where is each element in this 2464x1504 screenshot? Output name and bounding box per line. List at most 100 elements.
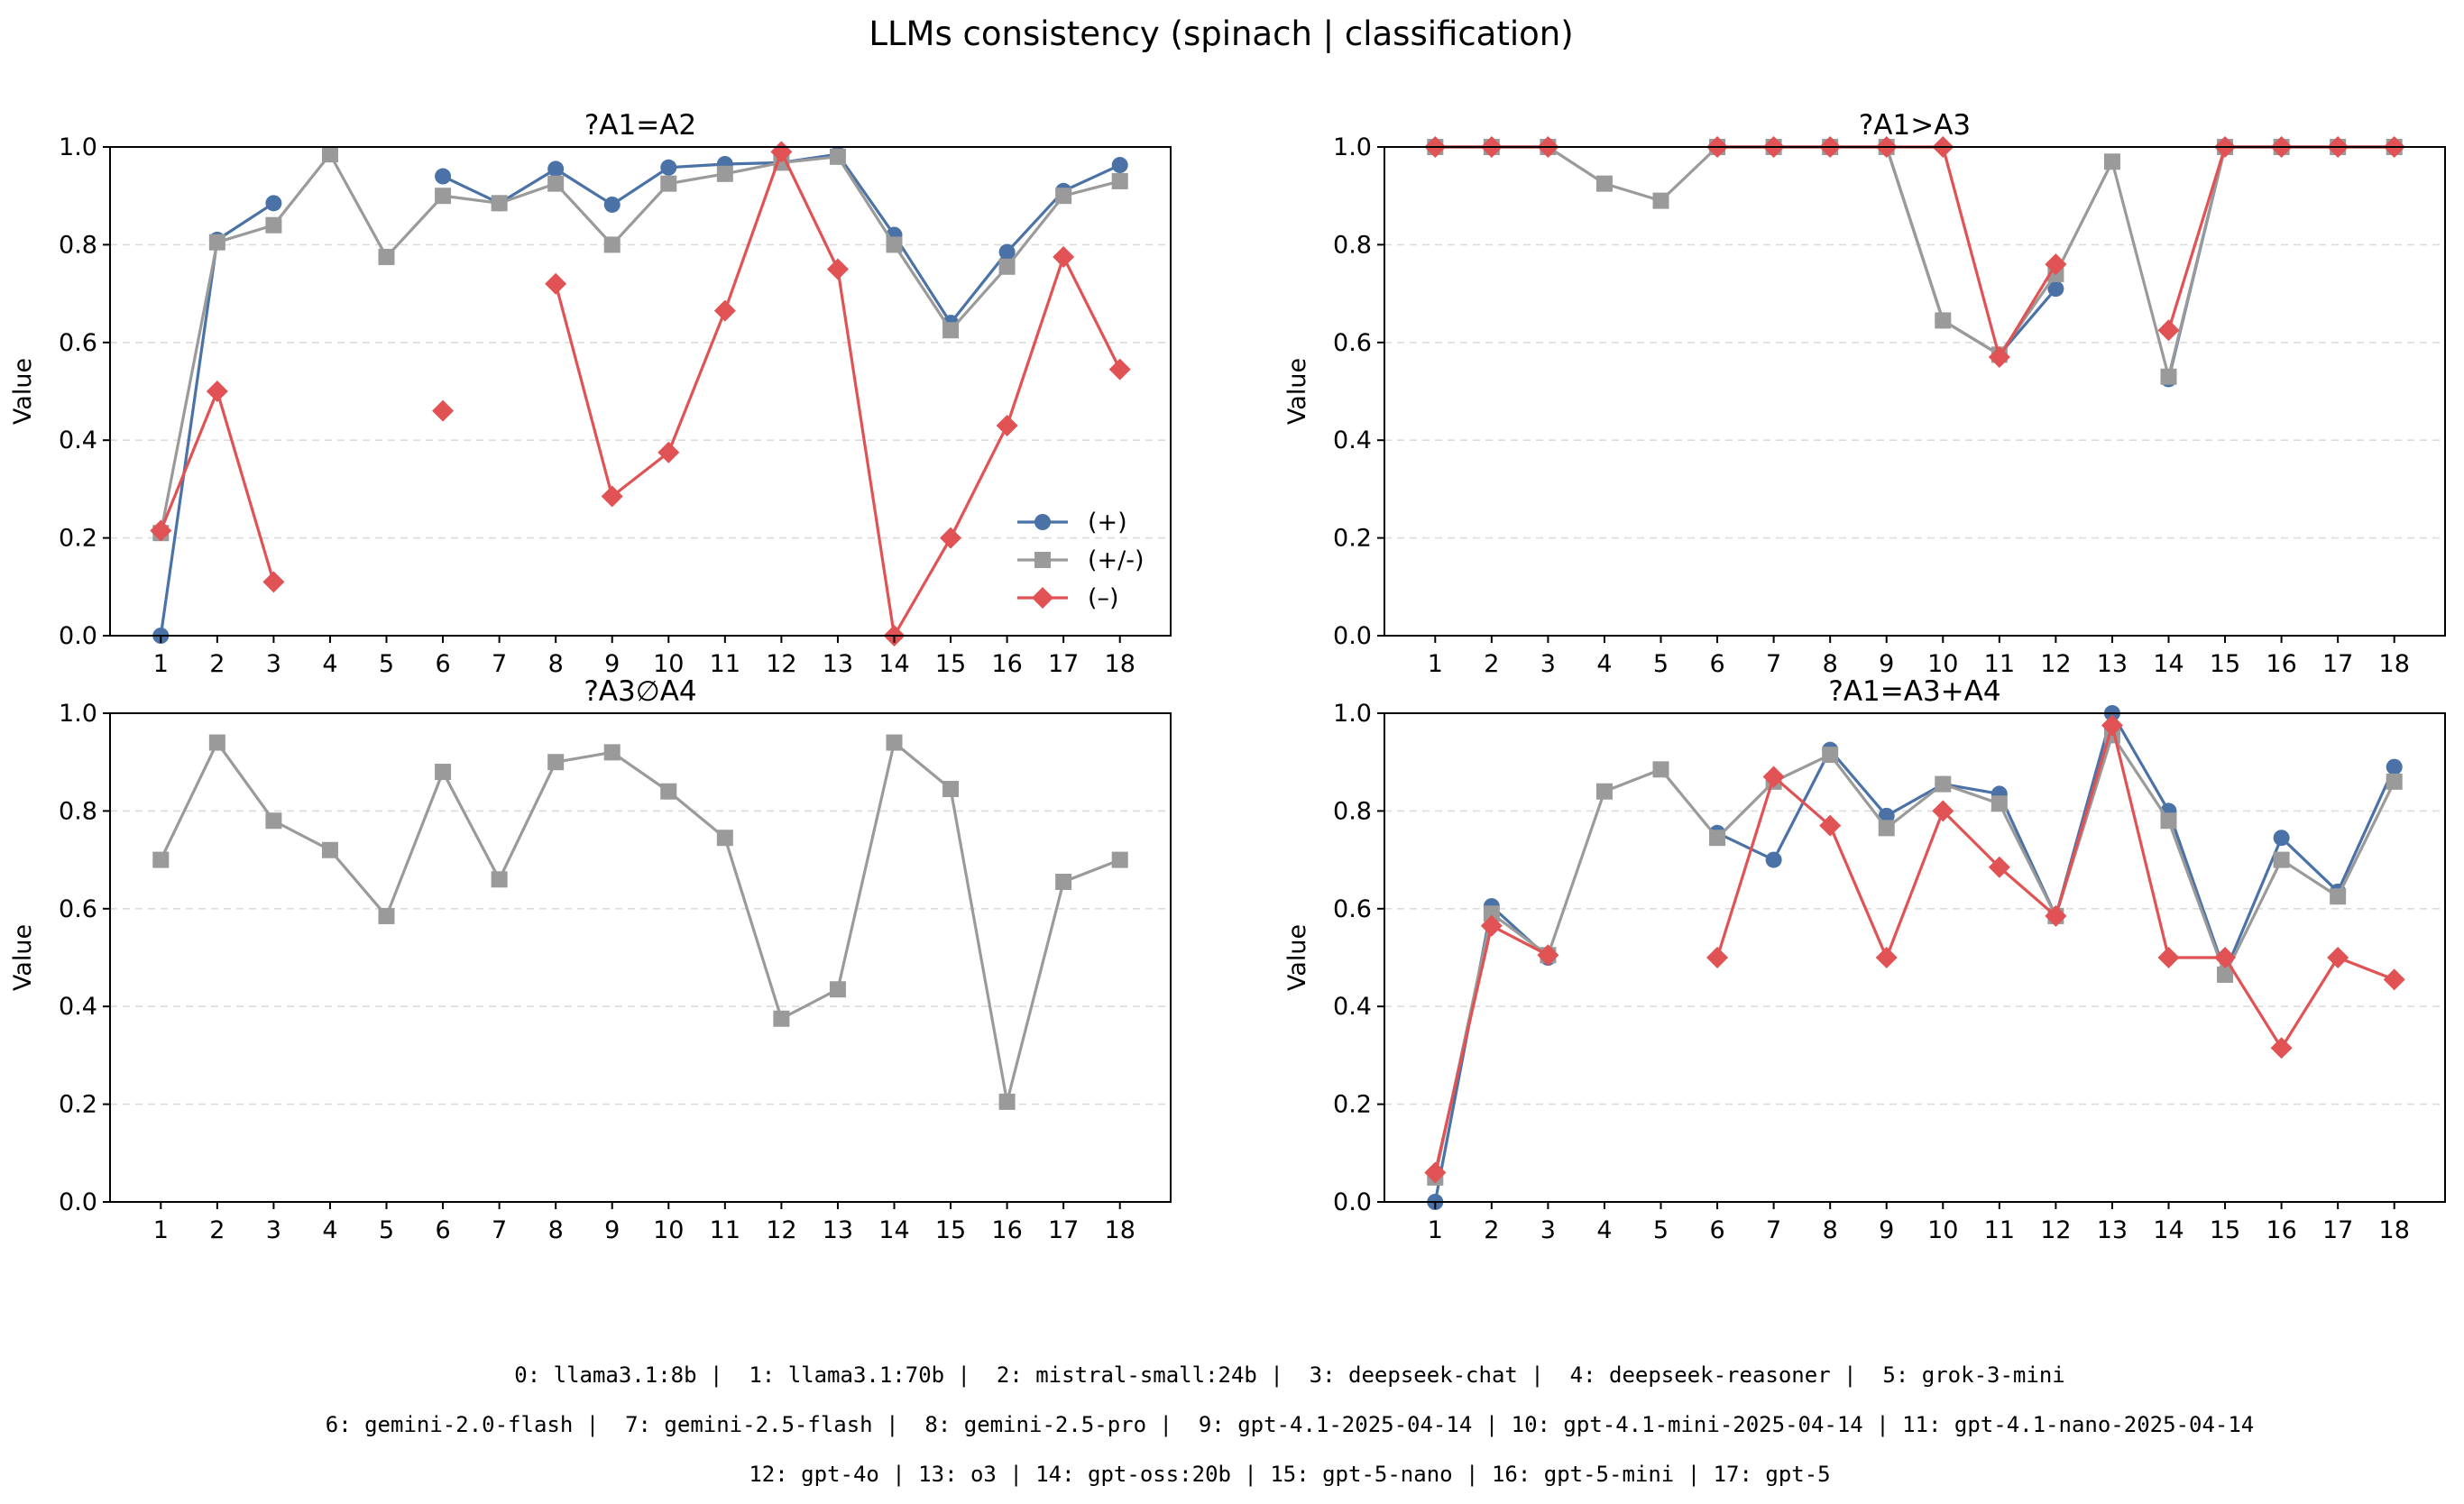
footer-line: 0: llama3.1:8b | 1: llama3.1:70b | 2: mi…: [514, 1362, 2064, 1388]
data-point: [829, 148, 846, 165]
x-tick-label: 13: [823, 650, 853, 678]
x-tick-label: 1: [153, 1216, 169, 1244]
y-axis-label: Value: [9, 358, 37, 425]
y-tick-label: 0.2: [1333, 525, 1372, 553]
data-point: [1111, 172, 1128, 189]
y-tick-label: 0.2: [59, 1091, 97, 1119]
panel-4: 0.00.20.40.60.81.01 2 3 4 5 6 7 8 9 10 11 12 13 14 15 1…: [1283, 675, 2446, 1244]
x-tick-label: 7: [492, 650, 507, 678]
data-point: [2214, 947, 2237, 968]
data-point: [262, 571, 285, 593]
data-point: [713, 299, 736, 322]
x-tick-label: 9: [1879, 1216, 1894, 1244]
axes-frame: [109, 712, 1172, 1203]
x-tick-label: 10: [653, 1216, 684, 1244]
data-point: [660, 783, 677, 800]
x-tick-label: 3: [266, 1216, 281, 1244]
data-point: [2273, 851, 2290, 868]
data-point: [773, 1010, 790, 1027]
y-tick-label: 1.0: [1333, 133, 1372, 161]
x-tick-label: 6: [435, 650, 450, 678]
data-point: [206, 381, 228, 402]
y-tick-label: 0.0: [1333, 1188, 1372, 1216]
chart-panels: 0.00.20.40.60.81.01 2 3 4 5 6 7 8 9 10 11 12 13 14 15 1…: [9, 109, 2446, 1244]
x-tick-label: 15: [2210, 650, 2240, 678]
x-tick-label: 15: [935, 650, 966, 678]
x-tick-label: 7: [1766, 650, 1781, 678]
figure-title: LLMs consistency (spinach | classificati…: [869, 14, 1573, 53]
x-tick-label: 9: [1879, 650, 1894, 678]
axes-frame: [109, 146, 1172, 637]
y-tick-label: 0.0: [1333, 622, 1372, 650]
y-tick-label: 0.8: [59, 231, 97, 259]
data-point: [1932, 800, 1954, 822]
y-tick-label: 0.8: [59, 797, 97, 825]
data-point: [660, 159, 677, 176]
x-tick-label: 2: [1484, 1216, 1499, 1244]
x-tick-label: 13: [2097, 1216, 2128, 1244]
x-tick-label: 14: [878, 1216, 909, 1244]
data-point: [940, 527, 962, 549]
data-point: [1480, 914, 1503, 937]
data-point: [603, 236, 621, 253]
x-tick-label: 7: [492, 1216, 507, 1244]
data-point: [2383, 968, 2405, 991]
data-point: [2047, 280, 2064, 298]
y-tick-label: 0.4: [1333, 993, 1372, 1021]
data-point: [1878, 820, 1895, 837]
y-tick-label: 0.2: [59, 525, 97, 553]
series-diamond: [150, 141, 1131, 647]
x-tick-label: 5: [379, 1216, 394, 1244]
x-tick-label: 12: [2040, 1216, 2071, 1244]
data-point: [657, 441, 680, 463]
legend-marker: [1034, 552, 1051, 568]
x-tick-label: 4: [322, 650, 337, 678]
data-point: [1878, 807, 1895, 824]
data-point: [826, 258, 849, 280]
data-point: [603, 744, 621, 761]
panel-2: 0.00.20.40.60.81.01 2 3 4 5 6 7 8 9 10 11 12 13 14 15 1…: [1283, 109, 2446, 678]
data-point: [1111, 851, 1128, 868]
data-point: [2273, 830, 2290, 847]
data-point: [265, 812, 282, 830]
legend-label: (+/-): [1088, 546, 1145, 574]
footer-line: 6: gemini-2.0-flash | 7: gemini-2.5-flas…: [326, 1412, 2254, 1437]
data-point: [1595, 175, 1613, 192]
data-point: [1988, 346, 2010, 369]
x-tick-label: 2: [209, 650, 225, 678]
x-tick-label: 12: [766, 1216, 796, 1244]
data-point: [378, 248, 395, 265]
y-axis-label: Value: [9, 924, 37, 991]
data-point: [886, 734, 903, 751]
panel-1: 0.00.20.40.60.81.01 2 3 4 5 6 7 8 9 10 11 12 13 14 15 1…: [9, 109, 1172, 678]
series-square: [152, 734, 1128, 1110]
series-group: [1424, 705, 2405, 1210]
legend: (+) (+/-) (–): [1017, 509, 1145, 612]
data-point: [2157, 319, 2180, 342]
data-point: [2045, 904, 2067, 927]
x-tick-label: 12: [766, 650, 796, 678]
data-point: [1055, 188, 1072, 205]
panel-title: ?A1=A3+A4: [1828, 675, 2000, 708]
data-point: [2217, 966, 2234, 983]
series-line: [1433, 733, 2396, 1178]
panel-title: ?A3∅A4: [584, 675, 696, 708]
data-point: [2101, 714, 2123, 737]
x-tick-label: 17: [1048, 650, 1079, 678]
x-tick-label: 13: [823, 1216, 853, 1244]
data-point: [1053, 245, 1075, 268]
data-point: [886, 236, 903, 253]
data-point: [265, 216, 282, 234]
data-point: [547, 160, 565, 178]
x-tick-label: 10: [653, 650, 684, 678]
legend-marker: [1032, 587, 1053, 609]
data-point: [2270, 1037, 2293, 1059]
y-tick-label: 1.0: [1333, 700, 1372, 728]
y-tick-label: 1.0: [59, 133, 97, 161]
x-tick-label: 4: [322, 1216, 337, 1244]
y-tick-label: 0.6: [59, 895, 97, 923]
y-axis-label: Value: [1283, 924, 1311, 991]
x-tick-label: 1: [1428, 1216, 1443, 1244]
data-point: [435, 168, 452, 185]
